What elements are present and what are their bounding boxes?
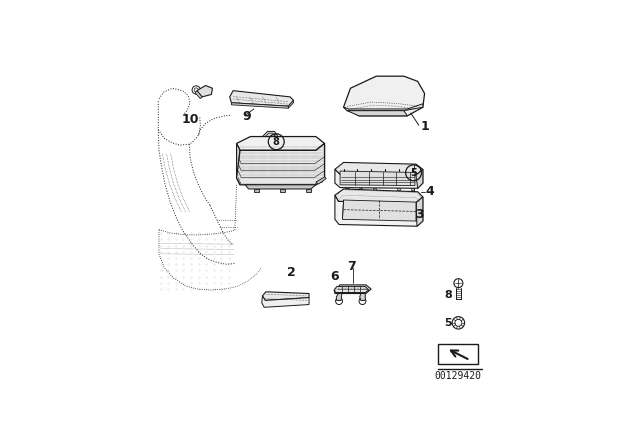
Polygon shape [289, 100, 294, 108]
Polygon shape [359, 188, 362, 190]
Polygon shape [262, 296, 309, 307]
Text: 3: 3 [415, 208, 424, 221]
Text: 5: 5 [410, 168, 417, 178]
Polygon shape [195, 90, 202, 99]
Bar [438, 344, 478, 364]
Text: 6: 6 [331, 270, 339, 283]
Polygon shape [262, 131, 278, 141]
Polygon shape [342, 200, 416, 221]
Polygon shape [335, 163, 423, 175]
Polygon shape [237, 137, 324, 151]
Polygon shape [280, 189, 285, 193]
Polygon shape [245, 185, 316, 189]
Polygon shape [335, 195, 423, 226]
Polygon shape [262, 292, 309, 301]
Polygon shape [344, 104, 423, 111]
Polygon shape [197, 86, 212, 97]
Text: 8: 8 [273, 137, 280, 147]
Text: 00129420: 00129420 [435, 371, 481, 381]
Polygon shape [336, 293, 342, 301]
Text: 5: 5 [445, 318, 452, 328]
Polygon shape [265, 133, 276, 139]
Polygon shape [316, 143, 324, 185]
Polygon shape [397, 188, 401, 190]
Text: 10: 10 [181, 113, 199, 126]
Polygon shape [335, 169, 423, 188]
Text: 9: 9 [243, 110, 251, 123]
Polygon shape [237, 143, 324, 185]
Text: 7: 7 [347, 260, 356, 273]
Polygon shape [347, 111, 407, 116]
Polygon shape [232, 103, 289, 108]
Polygon shape [416, 169, 423, 188]
Polygon shape [334, 287, 369, 293]
Polygon shape [373, 188, 376, 190]
Polygon shape [360, 293, 365, 301]
Text: 4: 4 [426, 185, 435, 198]
Text: 1: 1 [420, 120, 429, 133]
Text: 8: 8 [445, 290, 452, 300]
Polygon shape [237, 143, 240, 185]
Polygon shape [335, 189, 423, 203]
Polygon shape [305, 189, 311, 193]
Polygon shape [254, 189, 259, 193]
Polygon shape [340, 171, 415, 185]
Polygon shape [345, 188, 349, 190]
Polygon shape [316, 177, 326, 184]
Polygon shape [344, 76, 424, 116]
Polygon shape [411, 188, 414, 190]
Polygon shape [416, 197, 423, 226]
Text: 2: 2 [287, 266, 296, 279]
Polygon shape [230, 90, 294, 106]
Polygon shape [334, 285, 371, 293]
